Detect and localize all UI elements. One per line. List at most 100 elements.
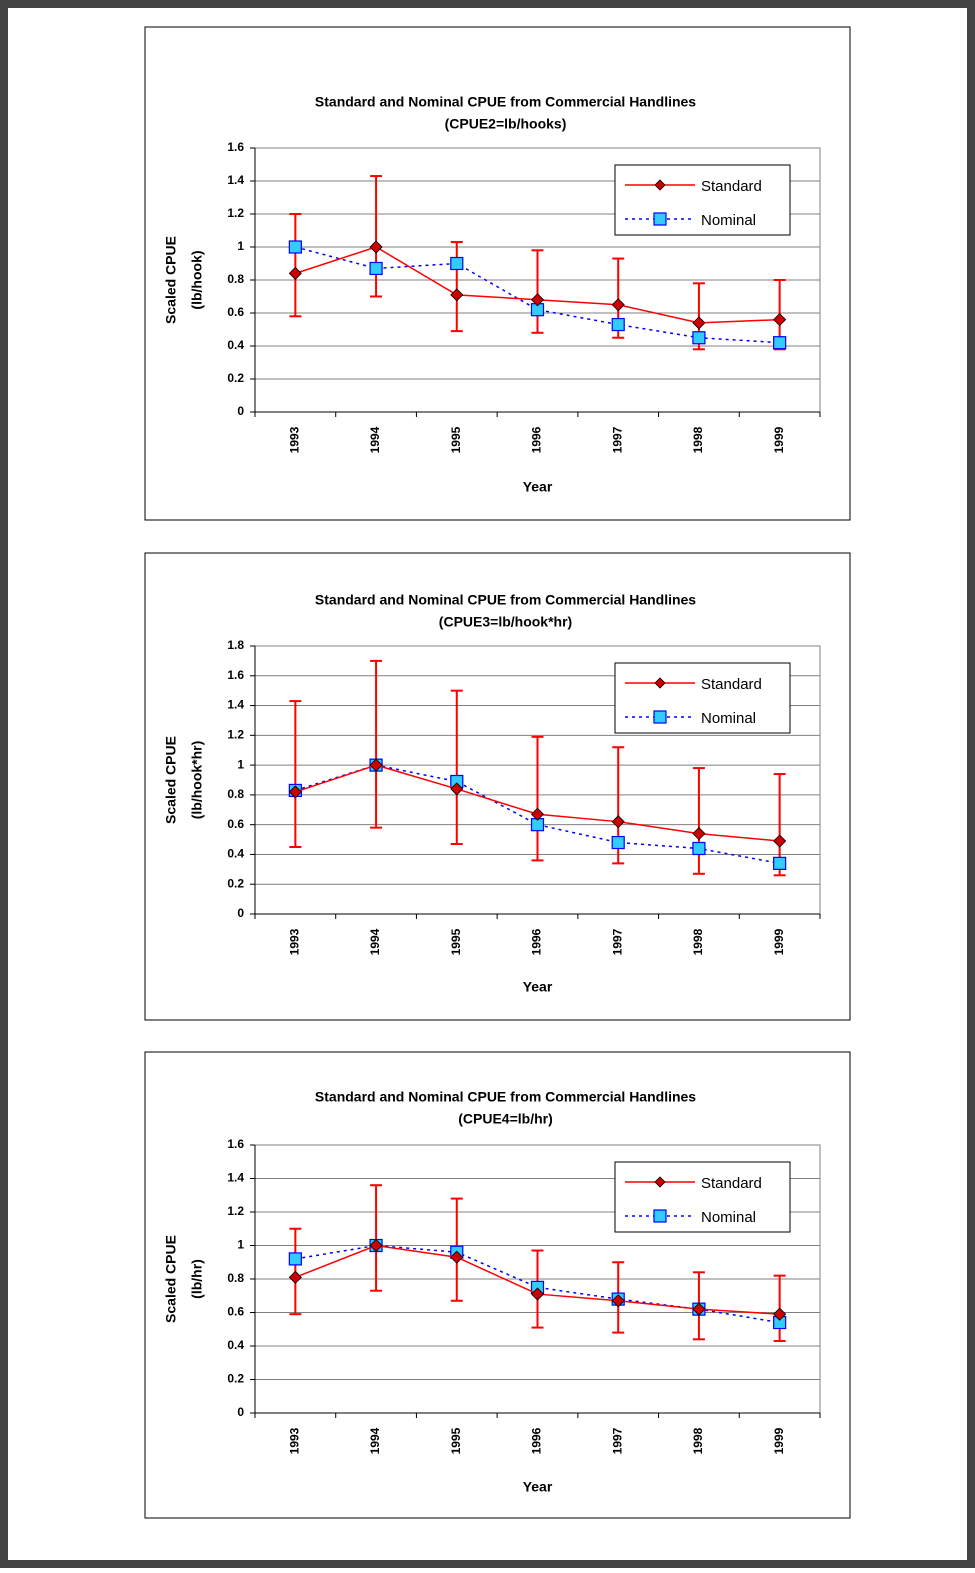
x-tick-label: 1996 — [530, 426, 544, 453]
legend-box — [614, 1161, 791, 1233]
legend-label: Nominal — [701, 710, 756, 727]
y-tick-label: 0.8 — [227, 787, 244, 801]
marker-diamond — [288, 1270, 302, 1284]
y-axis-title: Scaled CPUE — [163, 236, 179, 324]
x-tick-label: 1993 — [288, 928, 302, 955]
x-axis-title: Year — [523, 1479, 553, 1495]
marker-diamond — [450, 288, 464, 302]
error-bar — [289, 213, 302, 318]
chart: Standard and Nominal CPUE from Commercia… — [144, 26, 851, 521]
y-tick-label: 1.2 — [227, 206, 244, 220]
legend-box — [614, 164, 791, 236]
marker-diamond — [288, 266, 302, 280]
y-tick-label: 0 — [237, 1405, 244, 1419]
y-tick-label: 1.4 — [227, 698, 244, 712]
x-tick-label: 1995 — [449, 1427, 463, 1454]
marker-diamond — [369, 758, 383, 772]
x-tick-label: 1999 — [772, 426, 786, 453]
error-bar — [370, 1184, 383, 1292]
x-tick-label: 1993 — [288, 426, 302, 453]
error-bar — [450, 241, 463, 333]
legend-marker — [653, 212, 667, 226]
y-tick-label: 0.2 — [227, 1372, 244, 1386]
x-tick-label: 1998 — [691, 1427, 705, 1454]
y-tick-label: 1.4 — [227, 1171, 244, 1185]
marker-square — [692, 841, 706, 856]
x-tick-label: 1996 — [530, 1427, 544, 1454]
legend-marker — [653, 710, 667, 724]
marker-diamond — [530, 807, 545, 821]
error-bar — [531, 249, 544, 334]
y-tick-label: 0.8 — [227, 1271, 244, 1285]
marker-square — [611, 317, 625, 332]
chart-title: Standard and Nominal CPUE from Commercia… — [315, 592, 696, 608]
y-tick-label: 0.2 — [227, 371, 244, 385]
marker-square — [773, 336, 787, 350]
y-tick-label: 1.2 — [227, 1204, 244, 1218]
chart-subtitle: (CPUE2=lb/hooks) — [445, 116, 567, 132]
x-tick-label: 1994 — [368, 1427, 382, 1454]
chart: Standard and Nominal CPUE from Commercia… — [144, 1051, 851, 1519]
marker-diamond — [773, 834, 787, 848]
x-tick-label: 1998 — [691, 426, 705, 453]
error-bar — [450, 689, 463, 846]
error-bar — [370, 659, 383, 829]
marker-diamond — [692, 827, 706, 841]
x-tick-label: 1995 — [449, 426, 463, 453]
y-axis-title: (lb/hook) — [189, 250, 205, 309]
x-tick-label: 1999 — [772, 928, 786, 955]
x-tick-label: 1999 — [772, 1427, 786, 1454]
legend-marker — [654, 677, 666, 689]
marker-diamond — [288, 785, 302, 799]
y-tick-label: 0.4 — [227, 847, 244, 861]
chart-subtitle: (CPUE3=lb/hook*hr) — [439, 614, 572, 630]
y-tick-label: 0.8 — [227, 272, 244, 286]
y-axis-title: Scaled CPUE — [163, 1235, 179, 1323]
x-tick-label: 1996 — [530, 928, 544, 955]
y-tick-label: 0.4 — [227, 1338, 244, 1352]
x-axis-title: Year — [523, 479, 553, 495]
error-bar — [370, 175, 383, 298]
error-bar — [531, 735, 544, 862]
x-tick-label: 1998 — [691, 928, 705, 955]
x-axis-title: Year — [523, 979, 553, 995]
y-tick-label: 0.2 — [227, 876, 244, 890]
y-tick-label: 0.6 — [227, 305, 244, 319]
chart-title: Standard and Nominal CPUE from Commercia… — [315, 1089, 696, 1105]
legend-marker — [654, 179, 666, 191]
marker-diamond — [773, 1307, 787, 1321]
legend-marker — [654, 1176, 666, 1188]
x-tick-label: 1993 — [288, 1427, 302, 1454]
x-tick-label: 1997 — [610, 1427, 624, 1454]
marker-square — [692, 331, 706, 345]
marker-diamond — [450, 782, 464, 796]
y-tick-label: 1.6 — [227, 668, 244, 682]
marker-diamond — [692, 316, 706, 330]
marker-diamond — [450, 1250, 464, 1264]
x-tick-label: 1995 — [449, 928, 463, 955]
legend-marker — [653, 1209, 667, 1223]
y-tick-label: 0.6 — [227, 1305, 244, 1319]
x-tick-label: 1994 — [368, 928, 382, 955]
y-tick-label: 1.6 — [227, 1137, 244, 1151]
legend-label: Nominal — [701, 212, 756, 229]
marker-square — [288, 240, 302, 254]
legend-box — [614, 662, 791, 734]
marker-diamond — [530, 1287, 545, 1301]
error-bar — [289, 700, 302, 848]
marker-diamond — [773, 313, 787, 327]
legend-label: Standard — [701, 178, 762, 195]
marker-square — [288, 1252, 302, 1266]
marker-square — [450, 256, 464, 271]
x-tick-label: 1997 — [610, 426, 624, 453]
x-tick-label: 1997 — [610, 928, 624, 955]
y-tick-label: 1.2 — [227, 728, 244, 742]
y-tick-label: 1.6 — [227, 140, 244, 154]
y-tick-label: 1 — [237, 1238, 244, 1252]
y-tick-label: 1 — [237, 239, 244, 253]
y-tick-label: 0.4 — [227, 338, 244, 352]
marker-diamond — [369, 240, 383, 254]
chart: Standard and Nominal CPUE from Commercia… — [144, 552, 851, 1021]
